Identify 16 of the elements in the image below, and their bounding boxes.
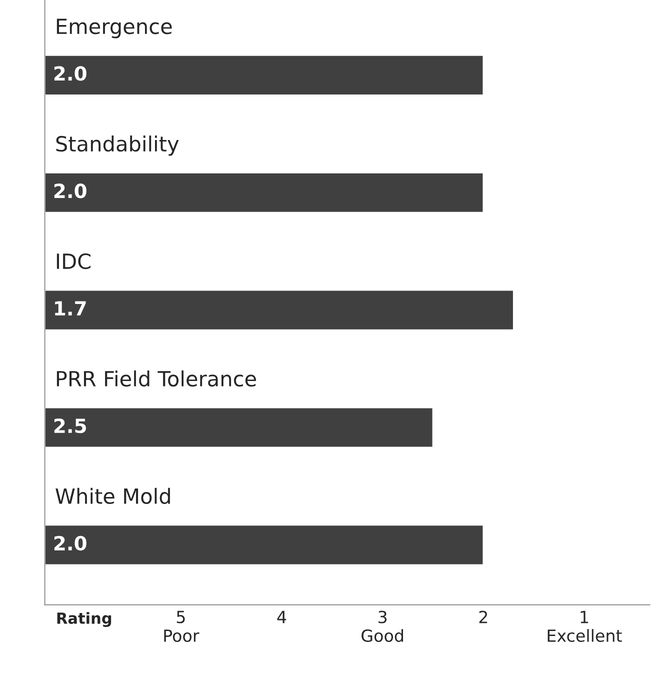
data-label: 2.0 (54, 184, 86, 198)
data-label: 2.5 (54, 418, 86, 434)
y-tick-label: PRR Field Tolerance (56, 370, 256, 387)
y-tick-label: Emergence (56, 18, 172, 38)
y-tick-label: IDC (56, 253, 90, 270)
y-tick-label: Standability (56, 136, 179, 156)
data-label: 2.0 (54, 66, 86, 81)
data-label: 1.7 (55, 301, 86, 316)
x-tick-label: 5 Poor (164, 610, 200, 642)
y-tick-label: White Mold (56, 488, 170, 504)
x-tick-label: 1 Excellent (548, 610, 622, 642)
x-tick-label: 3 Good (362, 610, 404, 642)
x-axis-title: Rating (57, 612, 112, 628)
x-tick-label: 4 (277, 610, 286, 624)
data-label: 2.0 (54, 536, 86, 551)
x-tick-label: 2 (479, 610, 488, 624)
